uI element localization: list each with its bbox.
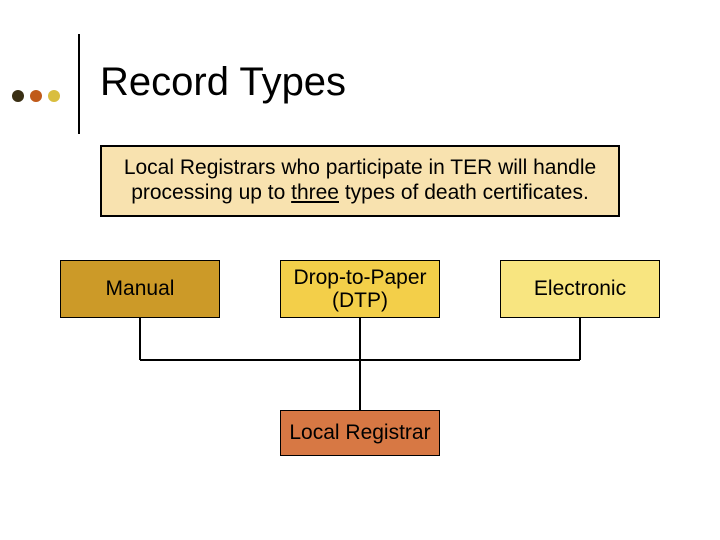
slide: Record Types Local Registrars who partic… [0,0,720,540]
intro-text-suffix: types of death certificates. [339,181,589,204]
connector-to-registrar [359,360,361,410]
connector-drop-mid [359,318,361,360]
node-registrar: Local Registrar [280,410,440,456]
title-divider [78,34,80,134]
node-manual-label: Manual [106,277,175,300]
title-bullets [12,90,60,102]
node-electronic: Electronic [500,260,660,318]
bullet-dot-2 [30,90,42,102]
connector-drop-left [139,318,141,360]
node-electronic-label: Electronic [534,277,626,300]
connector-drop-right [579,318,581,360]
page-title: Record Types [100,60,346,105]
node-registrar-label: Local Registrar [289,421,430,444]
intro-underlined: three [291,181,339,204]
node-manual: Manual [60,260,220,318]
bullet-dot-3 [48,90,60,102]
intro-box: Local Registrars who participate in TER … [100,145,620,217]
node-dtp-label: Drop-to-Paper(DTP) [293,266,426,312]
node-dtp: Drop-to-Paper(DTP) [280,260,440,318]
bullet-dot-1 [12,90,24,102]
